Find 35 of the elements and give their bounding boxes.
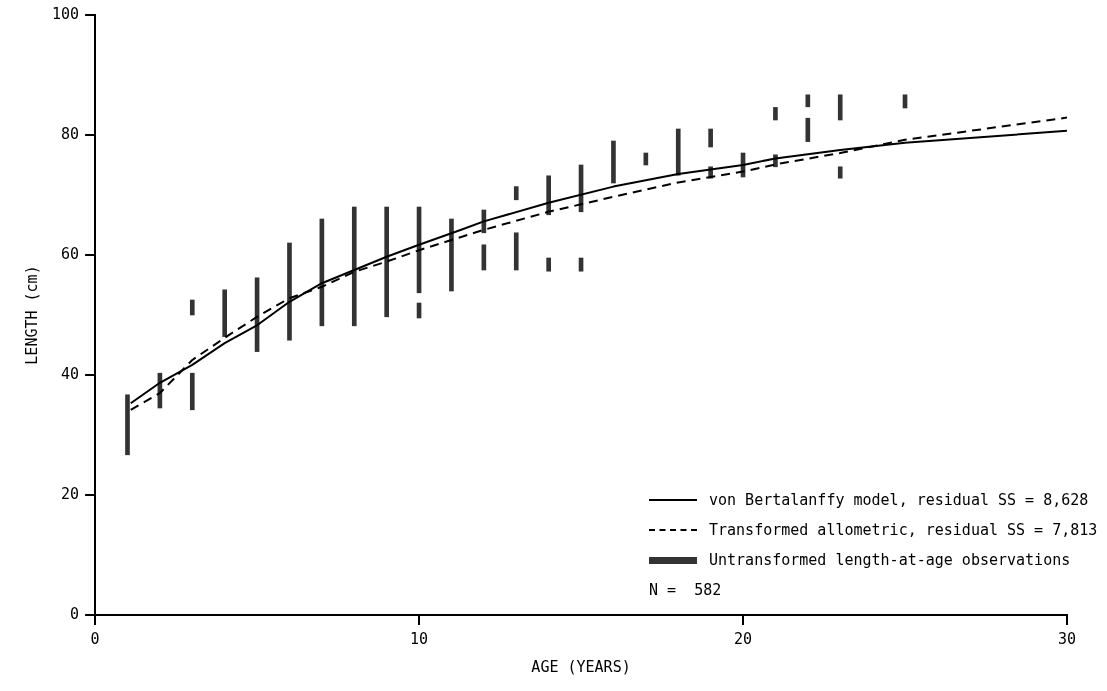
y-tick-label: 80 [61, 124, 80, 143]
bar [351, 206, 357, 327]
x-tick-label: 30 [1057, 629, 1077, 648]
bar [805, 117, 811, 142]
y-tick-label: 60 [61, 244, 80, 263]
annotation: N = 582 [649, 580, 723, 601]
bar [287, 242, 292, 341]
legend-label: von Bertalanffy model, residual SS = 8,628 [709, 491, 1089, 509]
bar [546, 257, 551, 272]
bar [773, 107, 778, 121]
x-tick-label: 0 [90, 629, 100, 648]
bar [189, 299, 195, 316]
y-tick-label: 100 [52, 4, 80, 23]
bar [384, 206, 389, 318]
legend-label: Untransformed length-at-age observations [709, 551, 1071, 569]
bar [513, 186, 519, 201]
y-tick-label: 40 [61, 364, 80, 383]
bar [189, 372, 195, 411]
bar [708, 128, 713, 148]
x-tick-label: 10 [410, 629, 429, 648]
bar [837, 166, 843, 179]
bar [837, 94, 843, 121]
bar [805, 94, 811, 108]
bar [222, 289, 228, 337]
bar [611, 140, 616, 184]
y-axis-title: LENGTH (cm) [22, 265, 41, 365]
y-tick-label: 20 [61, 484, 80, 503]
y-tick-label: 0 [70, 604, 80, 623]
bar [513, 232, 519, 271]
legend-label: Transformed allometric, residual SS = 7,813 [709, 521, 1098, 539]
bar [125, 394, 130, 456]
bar [449, 218, 454, 292]
x-axis-title: AGE (YEARS) [531, 657, 631, 676]
bar [675, 128, 681, 176]
x-tick-label: 20 [734, 629, 753, 648]
